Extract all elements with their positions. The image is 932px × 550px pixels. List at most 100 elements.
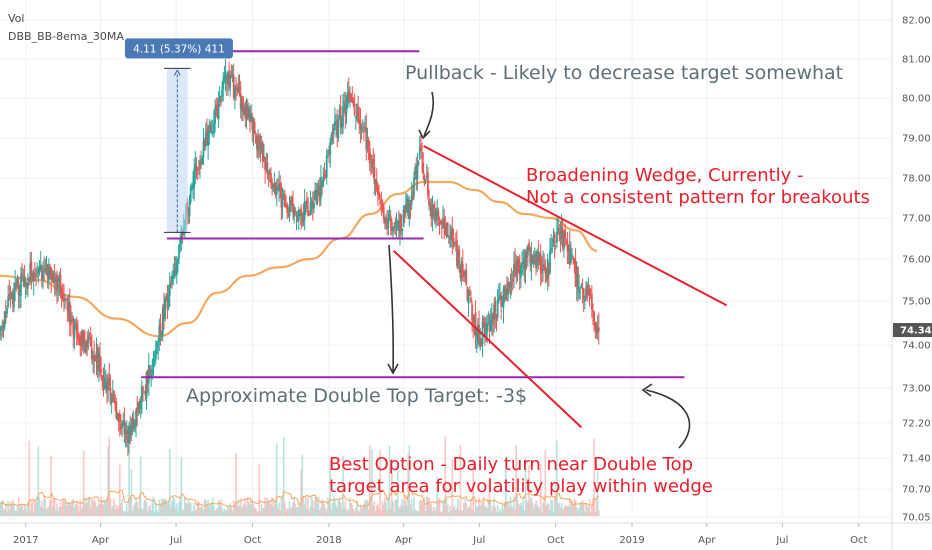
wedge-upper-line[interactable] [423,145,728,307]
candle [207,131,210,147]
wedge-annotation-line2[interactable]: Not a consistent pattern for breakouts [526,187,870,208]
candle [170,283,172,285]
volume-bar [313,508,315,516]
wedge-annotation-line1[interactable]: Broadening Wedge, Currently - [526,165,804,186]
volume-bar [170,506,172,516]
candle [531,255,534,262]
time-tick-label: Jul [775,535,788,546]
volume-indicator-label[interactable]: Vol [8,12,24,25]
volume-bar [423,497,426,516]
volume-bar [163,498,165,516]
candle [208,126,211,134]
volume-bar [35,501,37,516]
candle [466,286,469,301]
volume-bar [578,507,580,516]
measure-label-box[interactable] [124,38,233,59]
study-indicator-label[interactable]: DBB_BB-8ema_30MA [8,30,124,43]
pullback-arrow-head-icon [418,129,431,140]
candle [85,341,87,353]
candle [294,210,297,214]
drawings[interactable]: 4.11 (5.37%) 411 [124,38,728,449]
candle [446,222,449,238]
candle [553,233,556,246]
volume-bar [592,498,594,516]
candle [156,341,158,348]
pullback-arrow [423,91,435,137]
volume-bar [357,510,359,516]
candle [78,338,80,340]
volume-bar [250,504,252,516]
candle [217,104,220,119]
volume-bar [455,509,457,516]
last-price-tag[interactable] [893,323,932,338]
volume-bar [221,507,223,516]
volume-bar [3,510,6,516]
volume-bar [327,497,329,516]
candle [331,134,334,138]
candle [221,90,223,98]
candle [99,355,101,372]
target-annotation[interactable]: Approximate Double Top Target: -3$ [186,385,527,407]
candle [45,264,48,268]
volume-bar [265,502,268,516]
candle [190,184,193,190]
candle [521,264,523,266]
volume-bar [416,510,419,516]
candle [139,400,142,410]
volume-bar [414,508,416,516]
pullback-annotation[interactable]: Pullback - Likely to decrease target som… [405,62,843,84]
volume-bar [543,502,545,516]
candle [421,151,423,159]
candle [353,103,356,116]
candle [479,338,482,348]
candle [511,278,514,281]
volume-bar [191,511,193,516]
best-option-line1[interactable]: Best Option - Daily turn near Double Top [329,454,693,475]
candle [209,125,212,132]
candle [596,326,599,334]
time-axis[interactable]: 2017 Apr Jul Oct 2018 Apr Jul Oct 2019 Apr Jul Oct [13,523,867,546]
candle [145,372,148,399]
volume-bar [367,509,370,516]
candle [458,249,461,265]
candle [94,358,97,362]
volume-bar [556,440,558,516]
candle [220,99,222,101]
candle [593,312,596,322]
candle [245,103,248,120]
candle [542,264,544,272]
volume-bar [349,497,351,516]
wedge-lower-line[interactable] [392,250,583,429]
candle [581,288,584,290]
candle [287,215,290,217]
candle [552,236,555,243]
measure-label[interactable]: 4.11 (5.37%) 411 [133,43,225,55]
candle [478,324,480,345]
candle [266,162,269,175]
candle [540,270,543,274]
candle [268,170,271,172]
candle [17,282,20,295]
volume-bar [329,459,332,516]
last-price-label[interactable]: 74.34 [900,326,932,337]
candle [575,270,578,287]
volume-bar [318,510,321,516]
candle [104,381,107,383]
volume-bar [142,509,144,516]
volume-bar [172,496,175,516]
candle [13,290,15,308]
volume-bar [282,436,285,516]
volume-bar [365,501,368,516]
volume-bar [301,454,304,516]
volume-bar [105,502,107,516]
volume-bar [143,500,145,516]
volume-bar [507,502,509,516]
candle [153,359,156,361]
volume-bar [10,503,13,516]
volume-bar [570,506,572,516]
candle [147,365,150,383]
volume-bar [68,502,71,516]
best-option-line2[interactable]: target area for volatility play within w… [329,476,713,497]
price-axis[interactable]: 82.00 81.00 80.00 79.00 78.00 77.00 76.00 75.00… [893,16,932,524]
